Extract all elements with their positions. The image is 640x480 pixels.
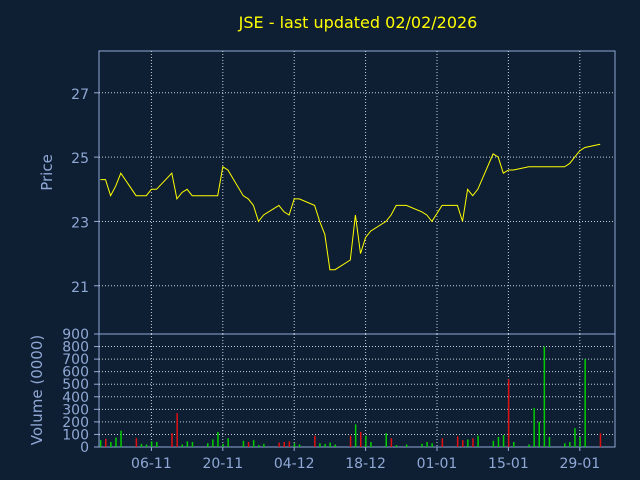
- chart-title: JSE - last updated 02/02/2026: [238, 13, 478, 32]
- volume-bar: [538, 421, 540, 447]
- volume-bar: [497, 436, 500, 447]
- volume-bar: [156, 441, 158, 447]
- volume-bar: [533, 408, 535, 447]
- volume-bar: [349, 435, 352, 447]
- volume-bar: [507, 379, 510, 447]
- volume-bar: [431, 443, 433, 447]
- price-y-tick-label: 27: [71, 87, 89, 103]
- price-line: [100, 143, 601, 271]
- volume-bar: [298, 444, 301, 447]
- volume-axis-label: Volume (0000): [28, 335, 46, 445]
- volume-bar: [370, 441, 372, 447]
- volume-panel-frame: [98, 333, 616, 448]
- volume-bar: [385, 433, 387, 447]
- volume-bar: [334, 444, 336, 447]
- volume-bar: [365, 435, 367, 447]
- volume-bar: [599, 433, 602, 447]
- volume-bar: [492, 440, 495, 447]
- volume-bar: [395, 445, 398, 447]
- volume-bar: [247, 441, 250, 447]
- volume-bar: [548, 436, 551, 447]
- volume-bar: [543, 346, 546, 447]
- volume-bar: [319, 443, 321, 447]
- volume-bar: [191, 441, 194, 447]
- volume-bar: [390, 438, 393, 447]
- volume-bar: [472, 438, 474, 447]
- volume-bar: [574, 428, 576, 447]
- volume-y-tick-label: 100: [62, 427, 89, 443]
- volume-bar: [569, 441, 571, 447]
- volume-bar: [212, 439, 214, 447]
- volume-bar: [120, 430, 122, 447]
- volume-bar: [579, 436, 581, 447]
- volume-bar: [150, 441, 153, 447]
- volume-bar: [115, 437, 117, 447]
- volume-bar: [354, 424, 357, 447]
- volume-bar: [222, 443, 224, 447]
- volume-bar: [176, 413, 178, 447]
- volume-bar: [140, 443, 143, 447]
- volume-bar: [314, 435, 316, 447]
- volume-bar: [528, 444, 530, 447]
- volume-y-tick-label: 600: [62, 365, 89, 381]
- volume-y-tick-label: 200: [62, 415, 89, 431]
- volume-bar: [217, 431, 219, 447]
- volume-bar: [502, 435, 505, 447]
- x-tick-label: 06-11: [131, 456, 172, 472]
- volume-bar: [441, 438, 444, 447]
- x-tick-label: 15-01: [488, 456, 529, 472]
- volume-bar: [252, 440, 255, 447]
- volume-bar: [467, 439, 469, 447]
- volume-y-tick-label: 700: [62, 352, 89, 368]
- volume-bar: [564, 443, 566, 447]
- volume-bar: [293, 443, 296, 447]
- x-tick-label: 04-12: [274, 456, 315, 472]
- volume-y-tick-label: 500: [62, 377, 89, 393]
- volume-bar: [426, 441, 428, 447]
- volume-bar: [584, 359, 586, 447]
- price-y-tick-label: 21: [71, 280, 89, 296]
- price-y-tick-label: 23: [71, 215, 89, 231]
- volume-y-tick-label: 400: [62, 390, 89, 406]
- x-tick-label: 01-01: [417, 456, 458, 472]
- volume-bar: [135, 438, 138, 447]
- volume-bar: [324, 443, 326, 447]
- price-axis-label: Price: [38, 154, 56, 191]
- volume-bar: [283, 441, 285, 447]
- volume-bar: [456, 436, 459, 447]
- volume-bar: [462, 440, 464, 447]
- volume-bar: [242, 440, 245, 447]
- volume-y-tick-label: 0: [80, 440, 89, 456]
- volume-bar: [181, 444, 183, 447]
- volume-bar: [99, 440, 102, 447]
- volume-y-tick-label: 300: [62, 402, 89, 418]
- volume-bar: [288, 441, 291, 447]
- x-tick-label: 29-01: [559, 456, 600, 472]
- volume-bar: [263, 443, 265, 447]
- volume-bar: [329, 442, 331, 447]
- volume-bar: [110, 441, 112, 447]
- price-y-tick-label: 25: [71, 151, 89, 167]
- volume-bar: [405, 444, 408, 447]
- volume-y-tick-label: 800: [62, 340, 89, 356]
- volume-bar: [186, 441, 189, 447]
- x-tick-label: 18-12: [345, 456, 386, 472]
- volume-bar: [258, 445, 260, 447]
- volume-bar: [227, 438, 229, 447]
- price-panel-frame: [98, 50, 616, 335]
- volume-bar: [171, 433, 173, 447]
- volume-y-tick-label: 900: [62, 327, 89, 343]
- volume-bar: [105, 438, 107, 447]
- volume-bar: [360, 431, 362, 447]
- volume-bar: [145, 444, 148, 447]
- volume-bar: [513, 441, 515, 447]
- volume-bar: [421, 443, 423, 447]
- volume-bar: [207, 443, 209, 447]
- volume-bar: [278, 442, 280, 447]
- volume-bar: [477, 435, 479, 447]
- x-tick-label: 20-11: [202, 456, 243, 472]
